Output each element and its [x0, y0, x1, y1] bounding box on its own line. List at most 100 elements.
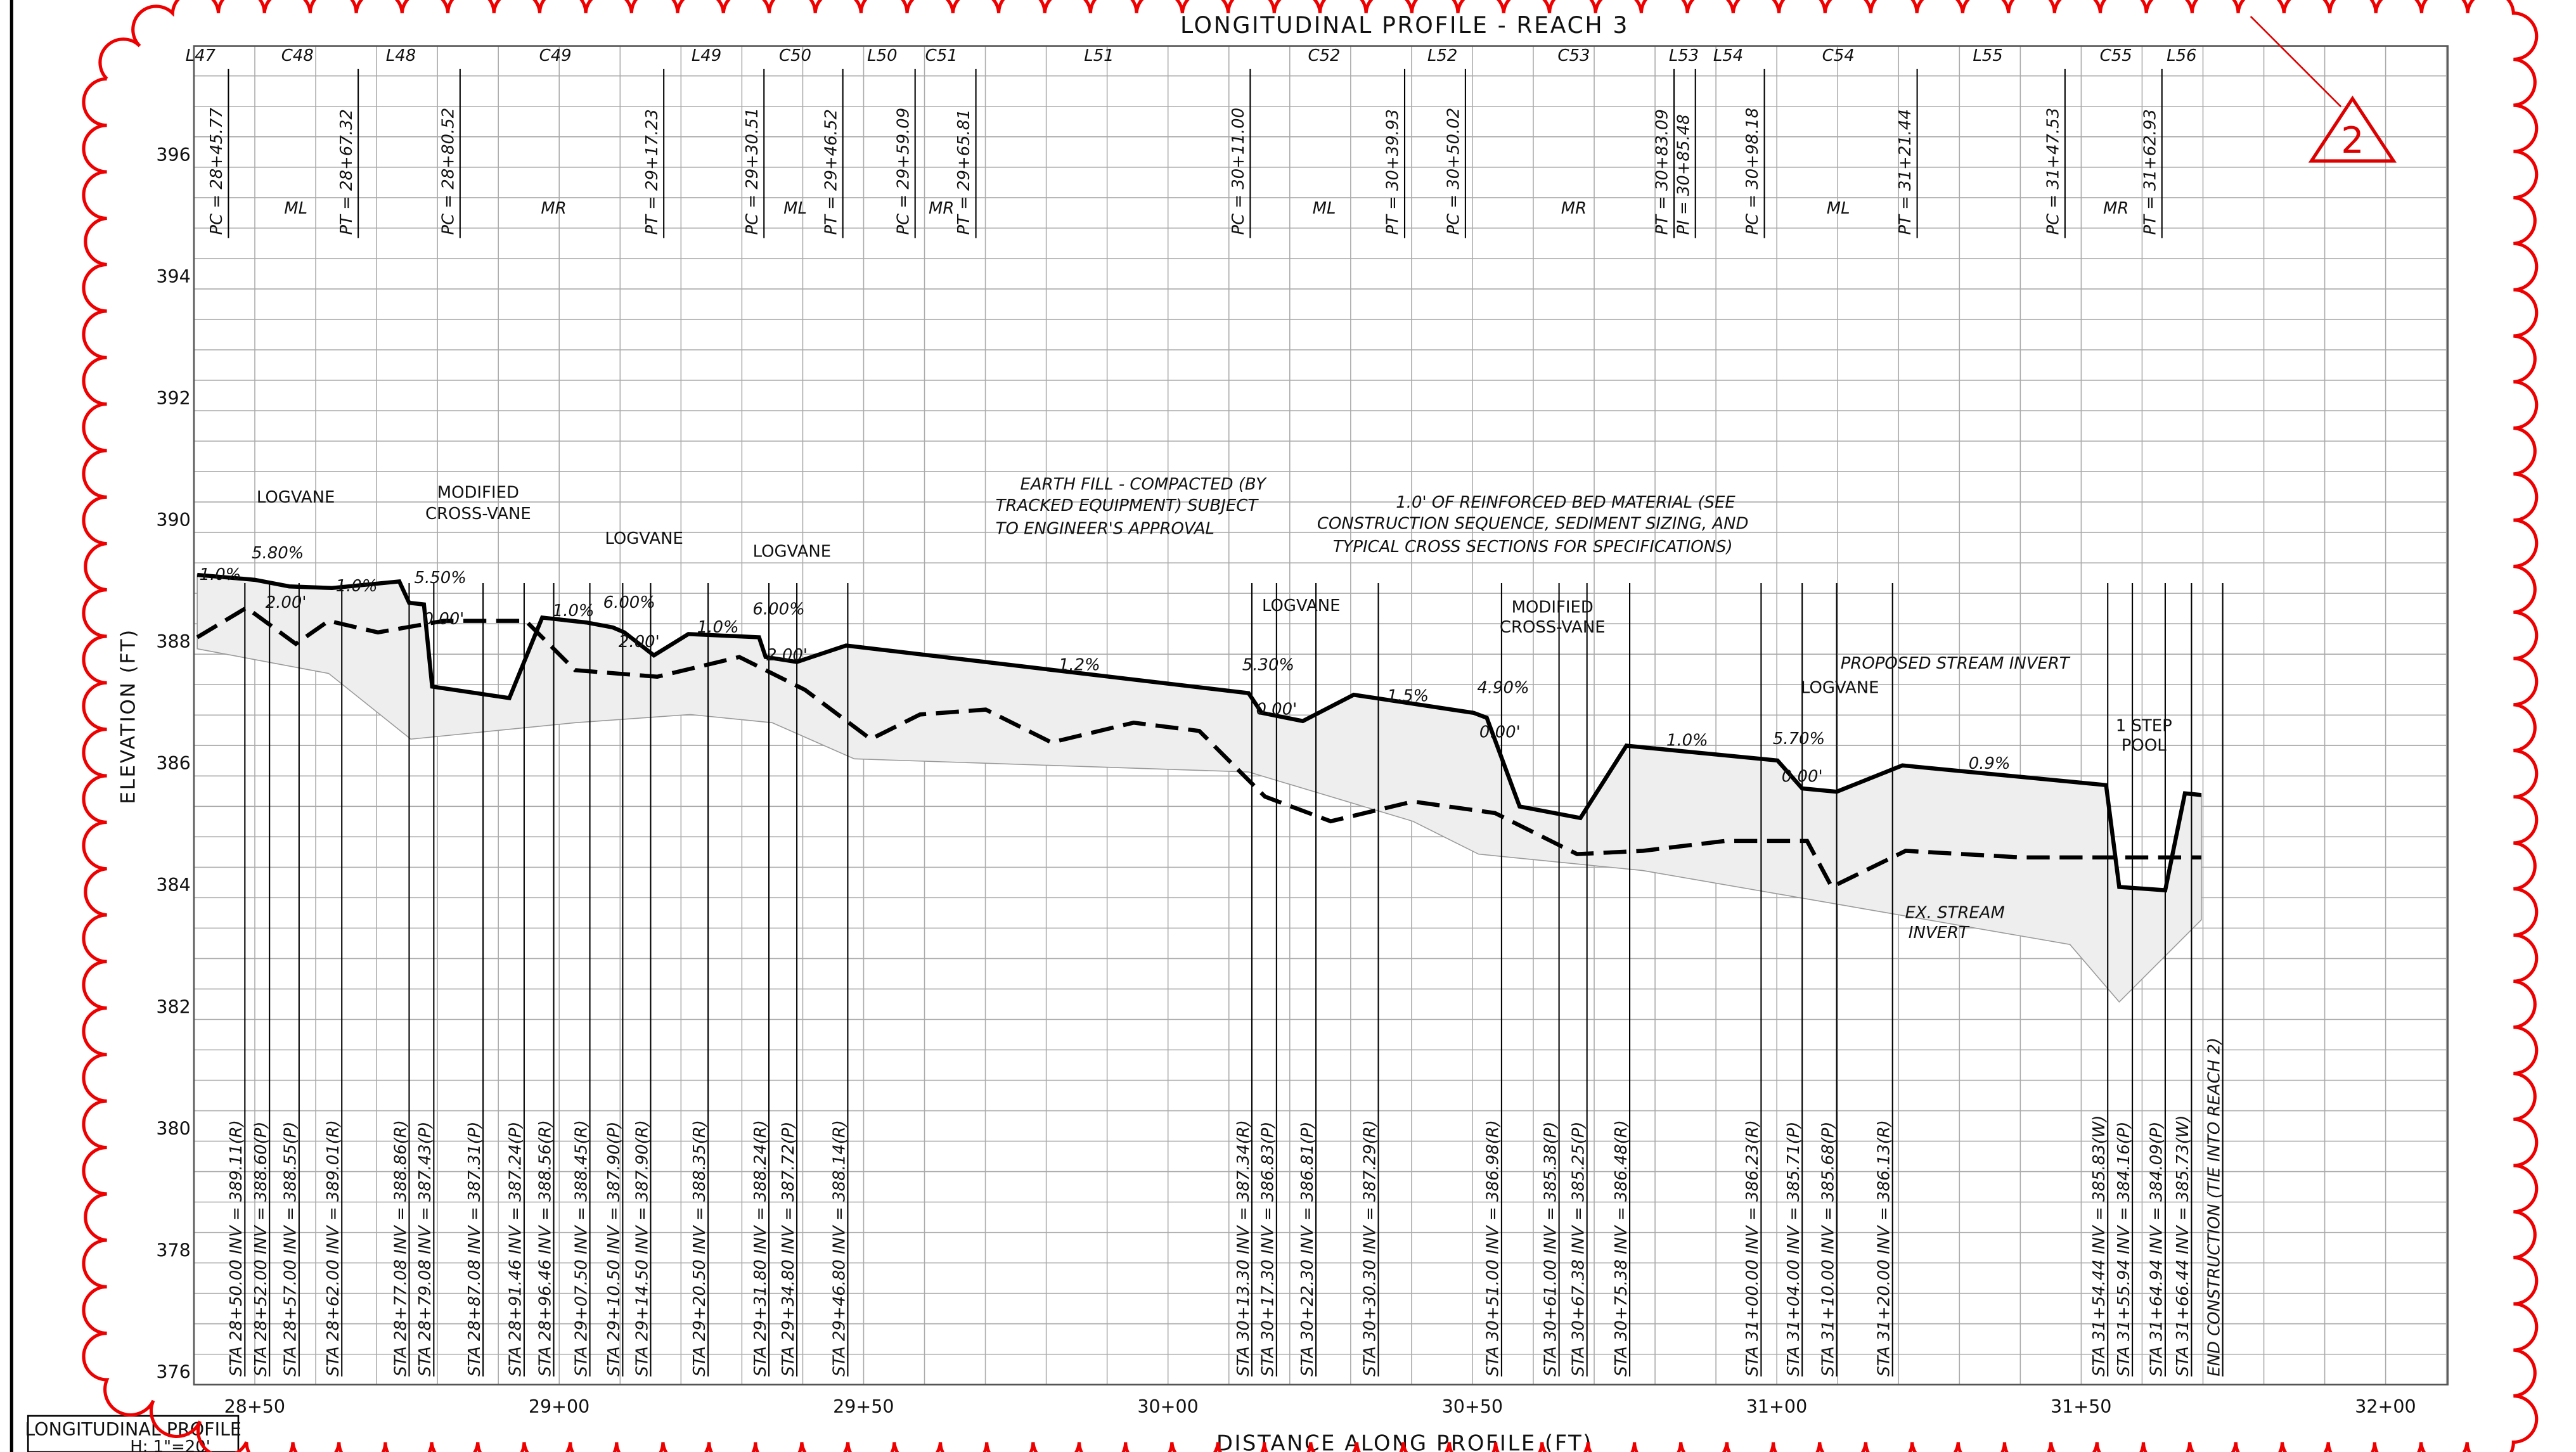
segment-label: C48	[281, 46, 314, 65]
annotation: 1.0%	[200, 565, 242, 584]
annotation: EX. STREAM	[1905, 904, 2005, 923]
annotation: 5.80%	[252, 544, 304, 563]
geometry	[196, 68, 2224, 1377]
station-label: STA 31+10.00 INV = 385.68(P)	[1819, 1121, 1838, 1376]
segment-label: L55	[1973, 46, 2002, 65]
y-tick-label: 384	[156, 875, 190, 896]
labels: 396 394 392 390 388 386 384 382 380 378 376 28+50 29…	[156, 46, 2416, 1417]
curve-point-label: PC = 30+11.00	[1229, 108, 1248, 235]
segment-label: L56	[2167, 46, 2196, 65]
annotation: 1.2%	[1059, 655, 1100, 674]
curve-direction: ML	[1827, 199, 1850, 218]
curve-direction: ML	[783, 199, 807, 218]
curve-direction: MR	[541, 199, 566, 218]
station-label: STA 30+22.30 INV = 386.81(P)	[1298, 1121, 1317, 1376]
y-tick-label: 380	[156, 1118, 190, 1139]
station-label: STA 28+79.08 INV = 387.43(P)	[416, 1121, 435, 1376]
station-label: STA 29+46.80 INV = 388.14(R)	[830, 1120, 849, 1377]
annotation: 1.0%	[1666, 731, 1708, 750]
y-tick-label: 394	[156, 266, 190, 287]
annotation: CROSS-VANE	[1500, 618, 1606, 637]
station-label: STA 29+07.50 INV = 388.45(R)	[572, 1120, 591, 1377]
y-tick-label: 396	[156, 145, 190, 165]
x-tick-label: 32+00	[2355, 1396, 2416, 1417]
revision-number: 2	[2341, 120, 2364, 162]
annotation: CONSTRUCTION SEQUENCE, SEDIMENT SIZING, …	[1317, 515, 1749, 534]
annotation: 2.00'	[619, 633, 660, 652]
annotation: 0.00'	[423, 610, 464, 629]
station-label: STA 30+51.00 INV = 386.98(R)	[1484, 1120, 1503, 1377]
annotation: 6.00%	[752, 600, 804, 619]
curve-point-label: PT = 29+17.23	[643, 109, 662, 235]
detail-title: LONGITUDINAL PROFILE	[25, 1419, 242, 1440]
station-label: STA 28+52.00 INV = 388.60(P)	[252, 1121, 271, 1376]
curve-point-label: PC = 29+59.09	[894, 108, 913, 235]
y-tick-label: 376	[156, 1361, 190, 1382]
annotation: 1.0' OF REINFORCED BED MATERIAL (SEE	[1396, 493, 1736, 512]
annotation: LOGVANE	[1801, 679, 1879, 698]
curve-point-label: PC = 29+30.51	[743, 108, 762, 235]
x-tick-label: 31+50	[2051, 1396, 2111, 1417]
y-tick-label: 378	[156, 1240, 190, 1261]
station-label: STA 31+04.00 INV = 385.71(P)	[1784, 1121, 1803, 1376]
station-label: STA 30+17.30 INV = 386.83(P)	[1259, 1121, 1278, 1376]
curve-point-label: PC = 30+50.02	[1445, 108, 1464, 235]
x-tick-label: 30+50	[1442, 1396, 1503, 1417]
segment-label: L52	[1427, 46, 1457, 65]
segment-label: C51	[925, 46, 958, 65]
station-label: STA 28+77.08 INV = 388.86(R)	[391, 1120, 410, 1377]
annotation: 1.0%	[553, 601, 595, 620]
station-label: STA 28+62.00 INV = 389.01(R)	[324, 1120, 343, 1377]
revision-triangle	[2308, 95, 2397, 163]
segment-label: C53	[1557, 46, 1590, 65]
segment-label: L54	[1713, 46, 1743, 65]
annotation: LOGVANE	[605, 529, 683, 548]
station-label: STA 31+64.94 INV = 384.09(P)	[2148, 1121, 2167, 1376]
curve-point-label: PT = 29+65.81	[955, 109, 974, 235]
station-label: STA 28+50.00 INV = 389.11(R)	[227, 1120, 246, 1377]
curve-direction: MR	[1561, 199, 1587, 218]
annotation: 1 STEP	[2116, 716, 2172, 735]
curve-point-label: PI = 30+85.48	[1674, 114, 1693, 235]
station-label: STA 30+75.38 INV = 386.48(R)	[1612, 1120, 1631, 1377]
curve-point-label: PT = 28+67.32	[337, 109, 356, 235]
annotation: LOGVANE	[257, 488, 335, 507]
x-tick-label: 29+50	[833, 1396, 894, 1417]
station-label: STA 29+20.50 INV = 388.35(R)	[690, 1120, 709, 1377]
station-label: STA 31+20.00 INV = 386.13(R)	[1875, 1120, 1894, 1377]
y-tick-label: 390	[156, 510, 190, 530]
plot-frame	[193, 45, 2449, 1386]
x-tick-label: 28+50	[224, 1396, 285, 1417]
station-label: STA 28+91.46 INV = 387.24(P)	[506, 1121, 525, 1376]
x-tick-label: 30+00	[1137, 1396, 1198, 1417]
station-label: STA 30+30.30 INV = 387.29(R)	[1360, 1120, 1379, 1377]
station-label: STA 29+10.50 INV = 387.90(P)	[605, 1121, 624, 1376]
station-label: STA 30+67.38 INV = 385.25(P)	[1569, 1121, 1588, 1376]
curve-point-label: PT = 30+83.09	[1653, 109, 1672, 235]
station-label: END CONSTRUCTION (TIE INTO REACH 2)	[2205, 1038, 2224, 1377]
station-label: STA 28+87.08 INV = 387.31(P)	[465, 1121, 484, 1376]
curve-point-label: PC = 30+98.18	[1743, 108, 1762, 235]
annotation: 0.00'	[1782, 768, 1823, 787]
annotation: LOGVANE	[753, 543, 832, 562]
y-tick-label: 386	[156, 753, 190, 774]
segment-label: C54	[1822, 46, 1855, 65]
y-tick-label: 382	[156, 996, 190, 1017]
segment-label: C50	[779, 46, 811, 65]
annotation: 5.30%	[1242, 655, 1294, 674]
annotation: 0.00'	[1256, 700, 1297, 719]
annotation: TO ENGINEER'S APPROVAL	[996, 519, 1214, 538]
drawing-title: LONGITUDINAL PROFILE - REACH 3	[1180, 11, 1629, 39]
segment-label: C55	[2100, 46, 2132, 65]
station-label: STA 31+00.00 INV = 386.23(R)	[1743, 1120, 1762, 1377]
revision-leader	[2250, 16, 2342, 108]
station-label: STA 31+55.94 INV = 384.16(P)	[2115, 1121, 2134, 1376]
y-tick-label: 392	[156, 388, 190, 409]
station-label: STA 30+61.00 INV = 385.38(P)	[1541, 1121, 1560, 1376]
curve-point-label: PC = 31+47.53	[2044, 108, 2063, 235]
curve-direction: ML	[1313, 199, 1336, 218]
annotation: 6.00%	[603, 593, 655, 612]
segment-label: C52	[1308, 46, 1340, 65]
revision-cloud	[82, 0, 2539, 1452]
